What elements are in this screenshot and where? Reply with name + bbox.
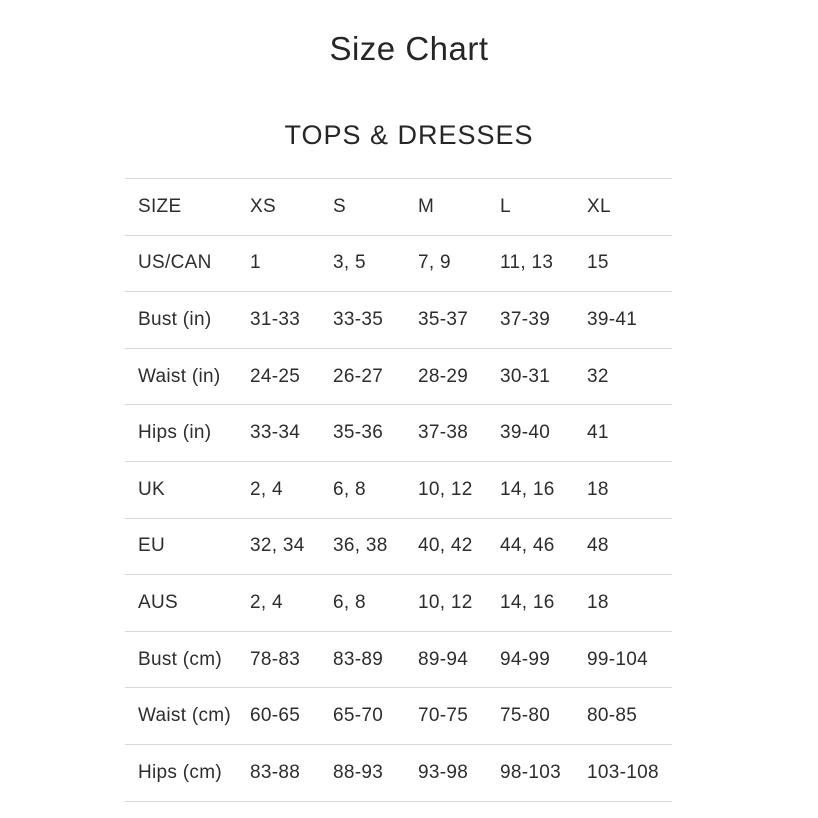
cell-value: 83-88 xyxy=(250,761,301,783)
table-row: Bust (cm) 78-83 83-89 89-94 94-99 99-104 xyxy=(125,631,672,688)
cell-value: 60-65 xyxy=(250,705,301,727)
cell-value: 44, 46 xyxy=(500,535,555,557)
cell-value: 48 xyxy=(587,535,609,557)
cell-value: 7, 9 xyxy=(418,252,451,274)
cell-value: 75-80 xyxy=(500,705,551,727)
cell-value: 10, 12 xyxy=(418,478,473,500)
cell-value: 78-83 xyxy=(250,648,301,670)
cell-value: 99-104 xyxy=(587,648,648,670)
column-header-l: L xyxy=(500,195,511,217)
size-table: SIZE XS S M L XL US/CAN 1 3, 5 7, 9 11, … xyxy=(125,178,672,802)
row-label: Hips (in) xyxy=(138,422,212,444)
cell-value: 6, 8 xyxy=(333,478,366,500)
column-header-s: S xyxy=(333,195,346,217)
cell-value: 35-36 xyxy=(333,422,384,444)
cell-value: 35-37 xyxy=(418,308,469,330)
cell-value: 30-31 xyxy=(500,365,551,387)
table-row: Waist (cm) 60-65 65-70 70-75 75-80 80-85 xyxy=(125,687,672,745)
cell-value: 41 xyxy=(587,422,609,444)
cell-value: 14, 16 xyxy=(500,591,555,613)
cell-value: 11, 13 xyxy=(500,252,554,274)
cell-value: 89-94 xyxy=(418,648,469,670)
row-label: UK xyxy=(138,478,165,500)
column-header-size: SIZE xyxy=(138,195,182,217)
cell-value: 36, 38 xyxy=(333,535,388,557)
cell-value: 80-85 xyxy=(587,705,638,727)
cell-value: 88-93 xyxy=(333,761,384,783)
table-row: Bust (in) 31-33 33-35 35-37 37-39 39-41 xyxy=(125,291,672,349)
cell-value: 83-89 xyxy=(333,648,384,670)
cell-value: 14, 16 xyxy=(500,478,555,500)
cell-value: 24-25 xyxy=(250,365,301,387)
table-row: US/CAN 1 3, 5 7, 9 11, 13 15 xyxy=(125,235,672,292)
cell-value: 39-40 xyxy=(500,422,551,444)
cell-value: 33-34 xyxy=(250,422,301,444)
table-row: UK 2, 4 6, 8 10, 12 14, 16 18 xyxy=(125,461,672,518)
row-label: Bust (cm) xyxy=(138,648,222,670)
cell-value: 65-70 xyxy=(333,705,384,727)
cell-value: 32 xyxy=(587,365,609,387)
table-row: EU 32, 34 36, 38 40, 42 44, 46 48 xyxy=(125,518,672,575)
cell-value: 15 xyxy=(587,252,609,274)
page-title: Size Chart xyxy=(329,30,489,67)
row-label: Waist (in) xyxy=(138,365,221,387)
size-table-body: SIZE XS S M L XL US/CAN 1 3, 5 7, 9 11, … xyxy=(125,178,672,802)
cell-value: 3, 5 xyxy=(333,252,366,274)
row-label: Waist (cm) xyxy=(138,705,232,727)
row-label: Hips (cm) xyxy=(138,761,222,783)
cell-value: 33-35 xyxy=(333,308,384,330)
cell-value: 28-29 xyxy=(418,365,469,387)
table-row: Waist (in) 24-25 26-27 28-29 30-31 32 xyxy=(125,348,672,405)
cell-value: 26-27 xyxy=(333,365,384,387)
row-label: EU xyxy=(138,535,165,557)
cell-value: 93-98 xyxy=(418,761,469,783)
size-table-header-row: SIZE XS S M L XL xyxy=(125,178,672,236)
cell-value: 103-108 xyxy=(587,761,659,783)
section-title-tops-dresses: TOPS & DRESSES xyxy=(284,120,534,150)
table-row: Hips (cm) 83-88 88-93 93-98 98-103 103-1… xyxy=(125,744,672,801)
cell-value: 37-39 xyxy=(500,308,551,330)
cell-value: 94-99 xyxy=(500,648,551,670)
column-header-xs: XS xyxy=(250,195,276,217)
cell-value: 32, 34 xyxy=(250,535,305,557)
row-label: Bust (in) xyxy=(138,308,212,330)
cell-value: 1 xyxy=(250,252,261,274)
cell-value: 10, 12 xyxy=(418,591,473,613)
table-row: AUS 2, 4 6, 8 10, 12 14, 16 18 xyxy=(125,574,672,632)
row-label: US/CAN xyxy=(138,252,212,274)
row-label: AUS xyxy=(138,591,178,613)
cell-value: 18 xyxy=(587,478,609,500)
column-header-m: M xyxy=(418,195,435,217)
cell-value: 2, 4 xyxy=(250,478,283,500)
cell-value: 40, 42 xyxy=(418,535,473,557)
column-header-xl: XL xyxy=(587,195,611,217)
cell-value: 6, 8 xyxy=(333,591,366,613)
cell-value: 98-103 xyxy=(500,761,561,783)
cell-value: 2, 4 xyxy=(250,591,283,613)
cell-value: 31-33 xyxy=(250,308,301,330)
cell-value: 18 xyxy=(587,591,609,613)
table-row: Hips (in) 33-34 35-36 37-38 39-40 41 xyxy=(125,404,672,462)
cell-value: 37-38 xyxy=(418,422,469,444)
cell-value: 70-75 xyxy=(418,705,469,727)
cell-value: 39-41 xyxy=(587,308,638,330)
